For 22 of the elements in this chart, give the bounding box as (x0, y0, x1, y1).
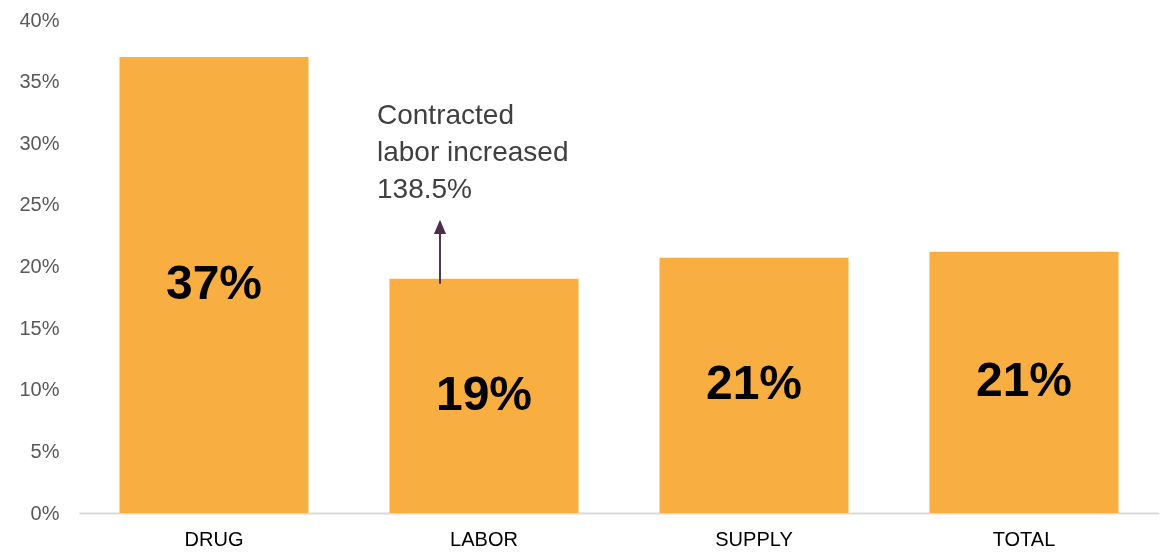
x-tick-label: TOTAL (992, 527, 1056, 550)
y-tick-label: 5% (30, 439, 60, 462)
bar (929, 251, 1119, 513)
x-tick-label: LABOR (450, 527, 518, 550)
data-label: 37% (165, 255, 263, 309)
bar (389, 278, 579, 513)
bar (659, 257, 849, 513)
y-tick-label: 40% (19, 8, 60, 31)
data-label: 21% (975, 353, 1073, 407)
y-tick-label: 20% (19, 255, 60, 277)
y-tick-label: 25% (19, 193, 60, 216)
x-tick-label: DRUG (184, 527, 244, 550)
y-tick-label: 0% (30, 501, 60, 524)
annotation: Contracted labor increased 138.5% (377, 98, 569, 204)
y-tick-label: 10% (19, 378, 60, 401)
y-tick-label: 35% (19, 70, 60, 93)
data-label: 19% (435, 366, 533, 420)
x-tick-label: SUPPLY (715, 527, 793, 550)
data-label: 21% (705, 356, 803, 410)
y-tick-label: 30% (19, 131, 60, 154)
y-tick-label: 15% (19, 316, 60, 339)
bar (119, 56, 309, 513)
